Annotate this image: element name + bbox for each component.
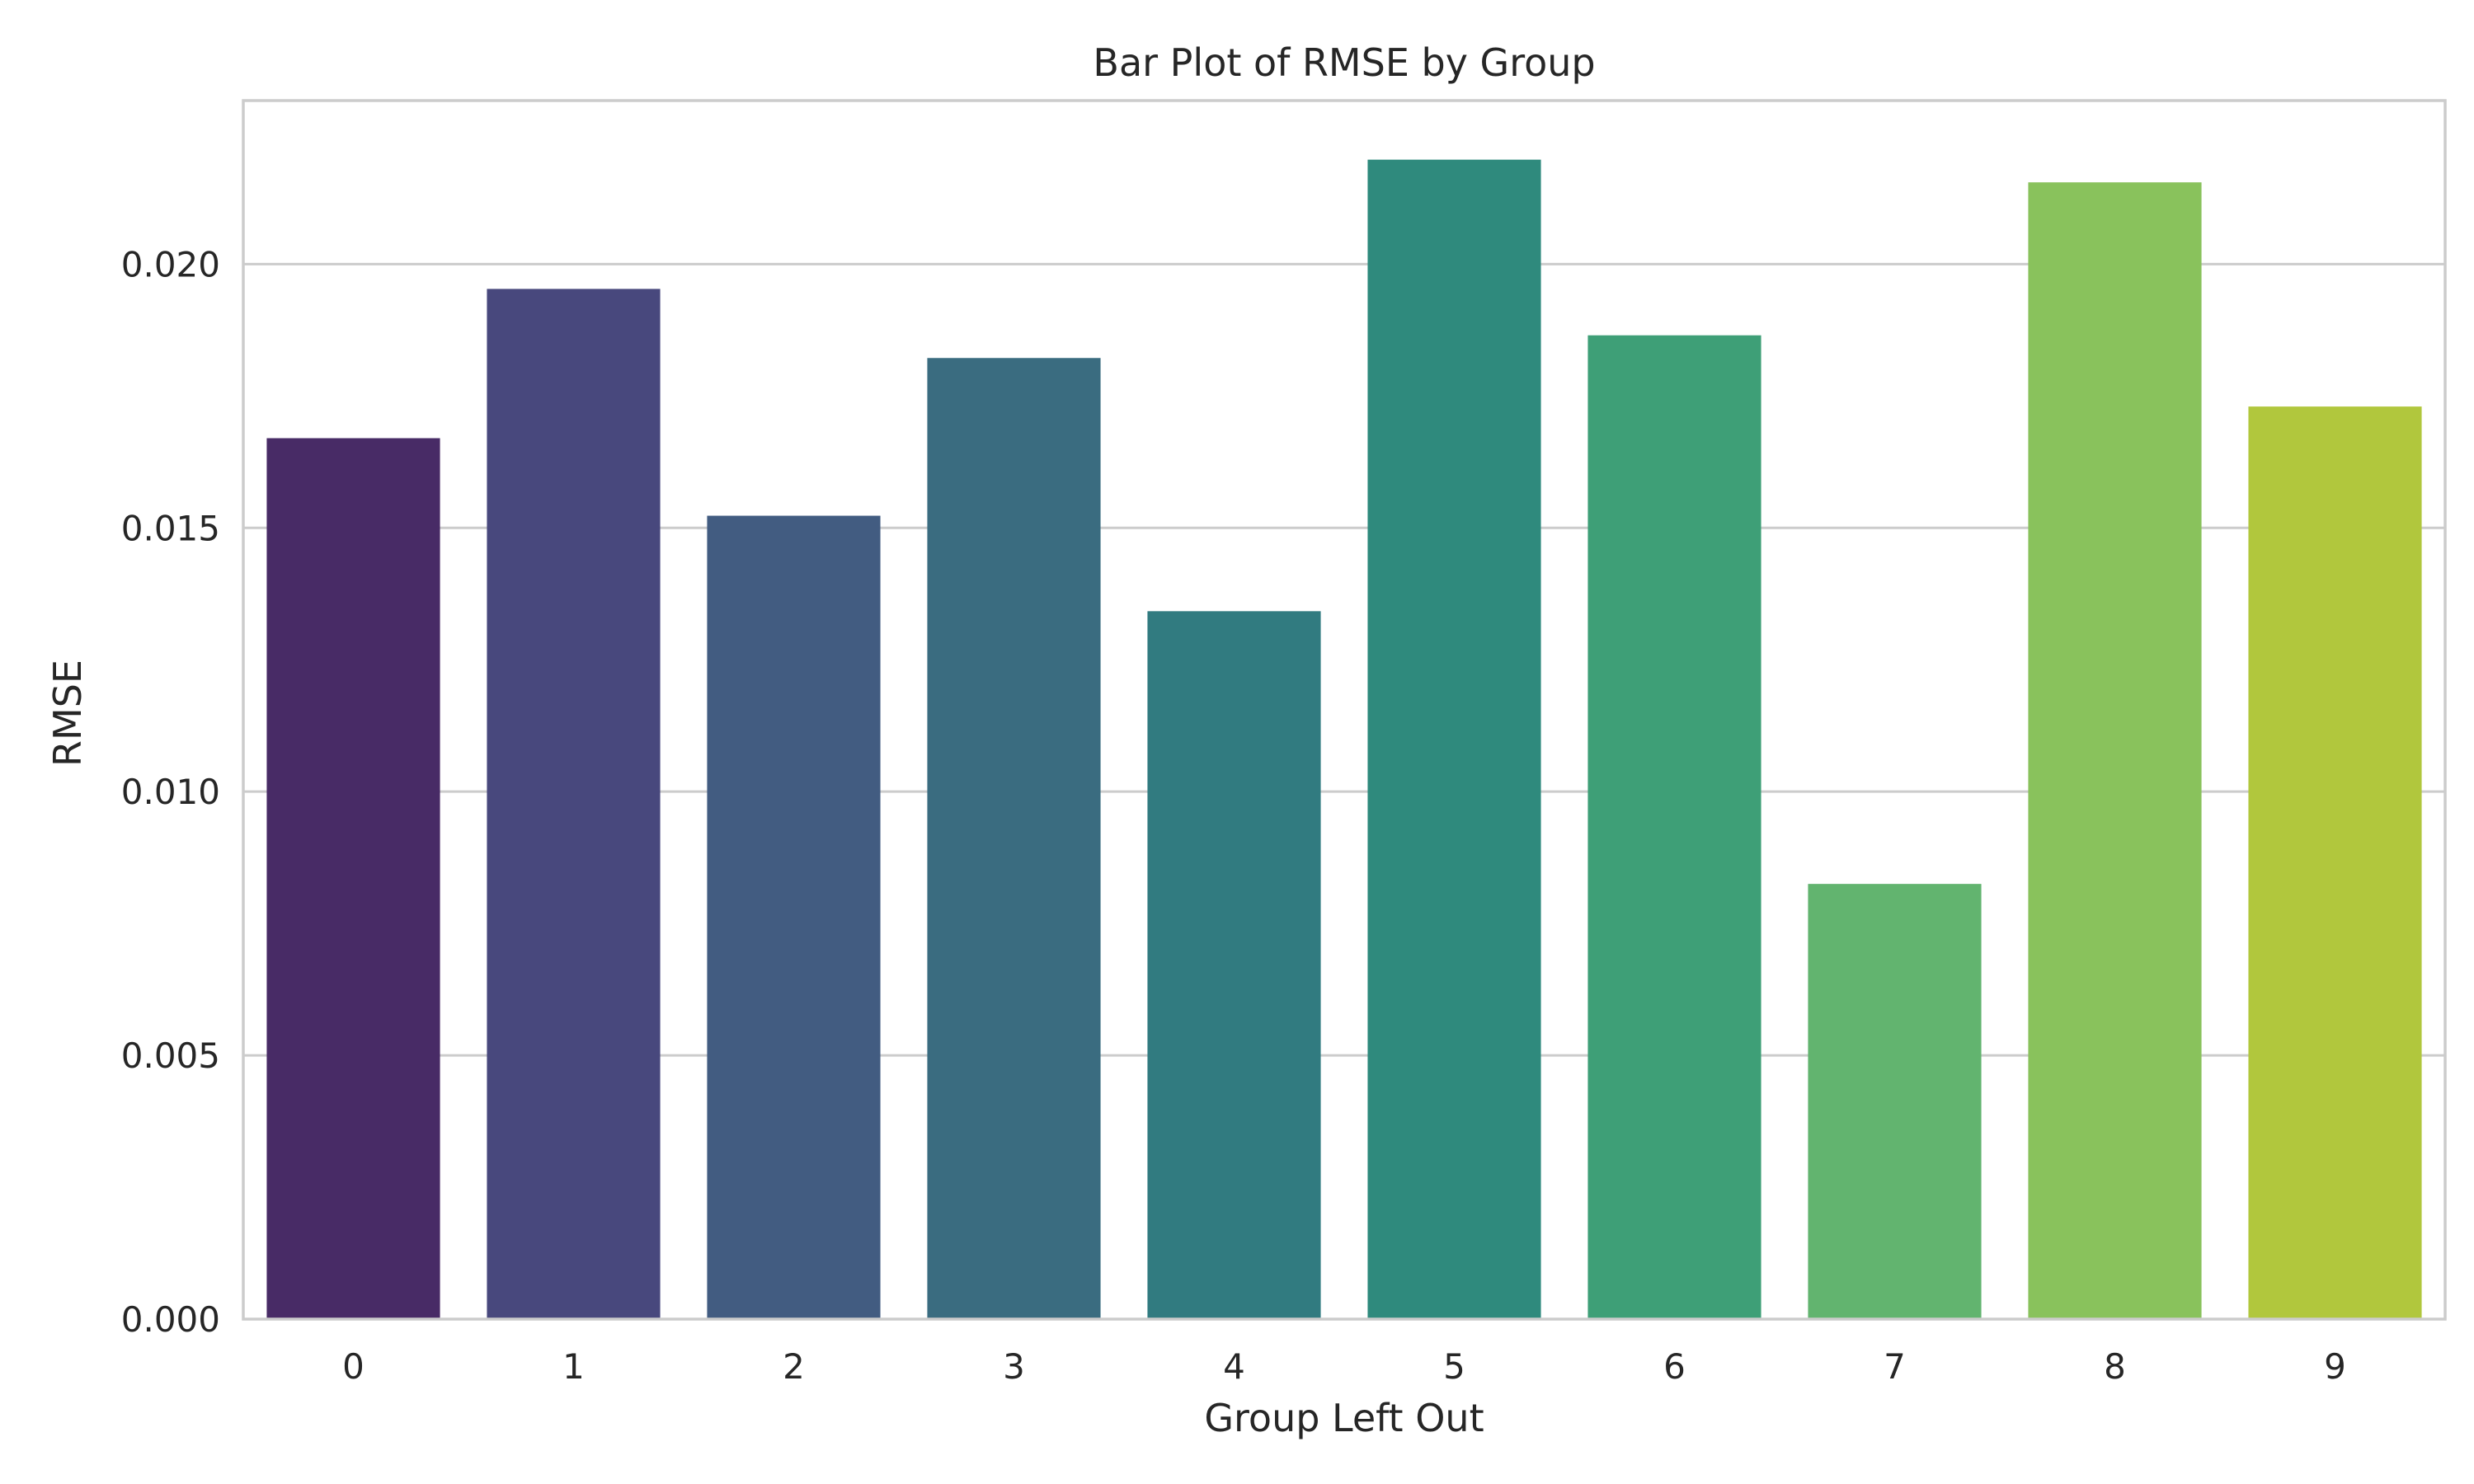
x-tick-label: 2 [783, 1346, 805, 1387]
x-tick-label: 1 [562, 1346, 585, 1387]
y-tick-label: 0.015 [121, 508, 220, 548]
x-tick-label: 6 [1663, 1346, 1686, 1387]
x-tick-label: 7 [1884, 1346, 1906, 1387]
bar-group-1 [487, 289, 661, 1319]
y-tick-labels: 0.000 0.005 0.010 0.015 0.020 [121, 244, 220, 1340]
x-tick-label: 4 [1223, 1346, 1245, 1387]
bar-group-5 [1367, 159, 1541, 1319]
bars [266, 159, 2422, 1320]
y-tick-label: 0.005 [121, 1036, 220, 1076]
bar-group-7 [1808, 884, 1982, 1319]
x-tick-label: 5 [1443, 1346, 1465, 1387]
bar-group-3 [927, 358, 1101, 1320]
bar-group-0 [266, 438, 440, 1319]
x-tick-label: 0 [342, 1346, 365, 1387]
y-axis-label: RMSE [45, 660, 90, 767]
x-tick-labels: 0 1 2 3 4 5 6 7 8 9 [342, 1346, 2346, 1387]
plot-frame [242, 99, 2447, 1321]
bar-group-6 [1587, 335, 1761, 1320]
y-tick-label: 0.000 [121, 1299, 220, 1340]
y-tick-label: 0.010 [121, 772, 220, 812]
x-tick-label: 3 [1003, 1346, 1025, 1387]
bar-group-9 [2248, 406, 2422, 1319]
x-tick-label: 8 [2104, 1346, 2126, 1387]
bar-group-2 [707, 515, 881, 1319]
x-tick-label: 9 [2324, 1346, 2346, 1387]
chart-title: Bar Plot of RMSE by Group [1093, 40, 1595, 85]
bar-group-8 [2028, 182, 2202, 1320]
bar-group-4 [1147, 611, 1321, 1319]
x-axis-label: Group Left Out [1204, 1396, 1484, 1440]
y-tick-label: 0.020 [121, 244, 220, 284]
